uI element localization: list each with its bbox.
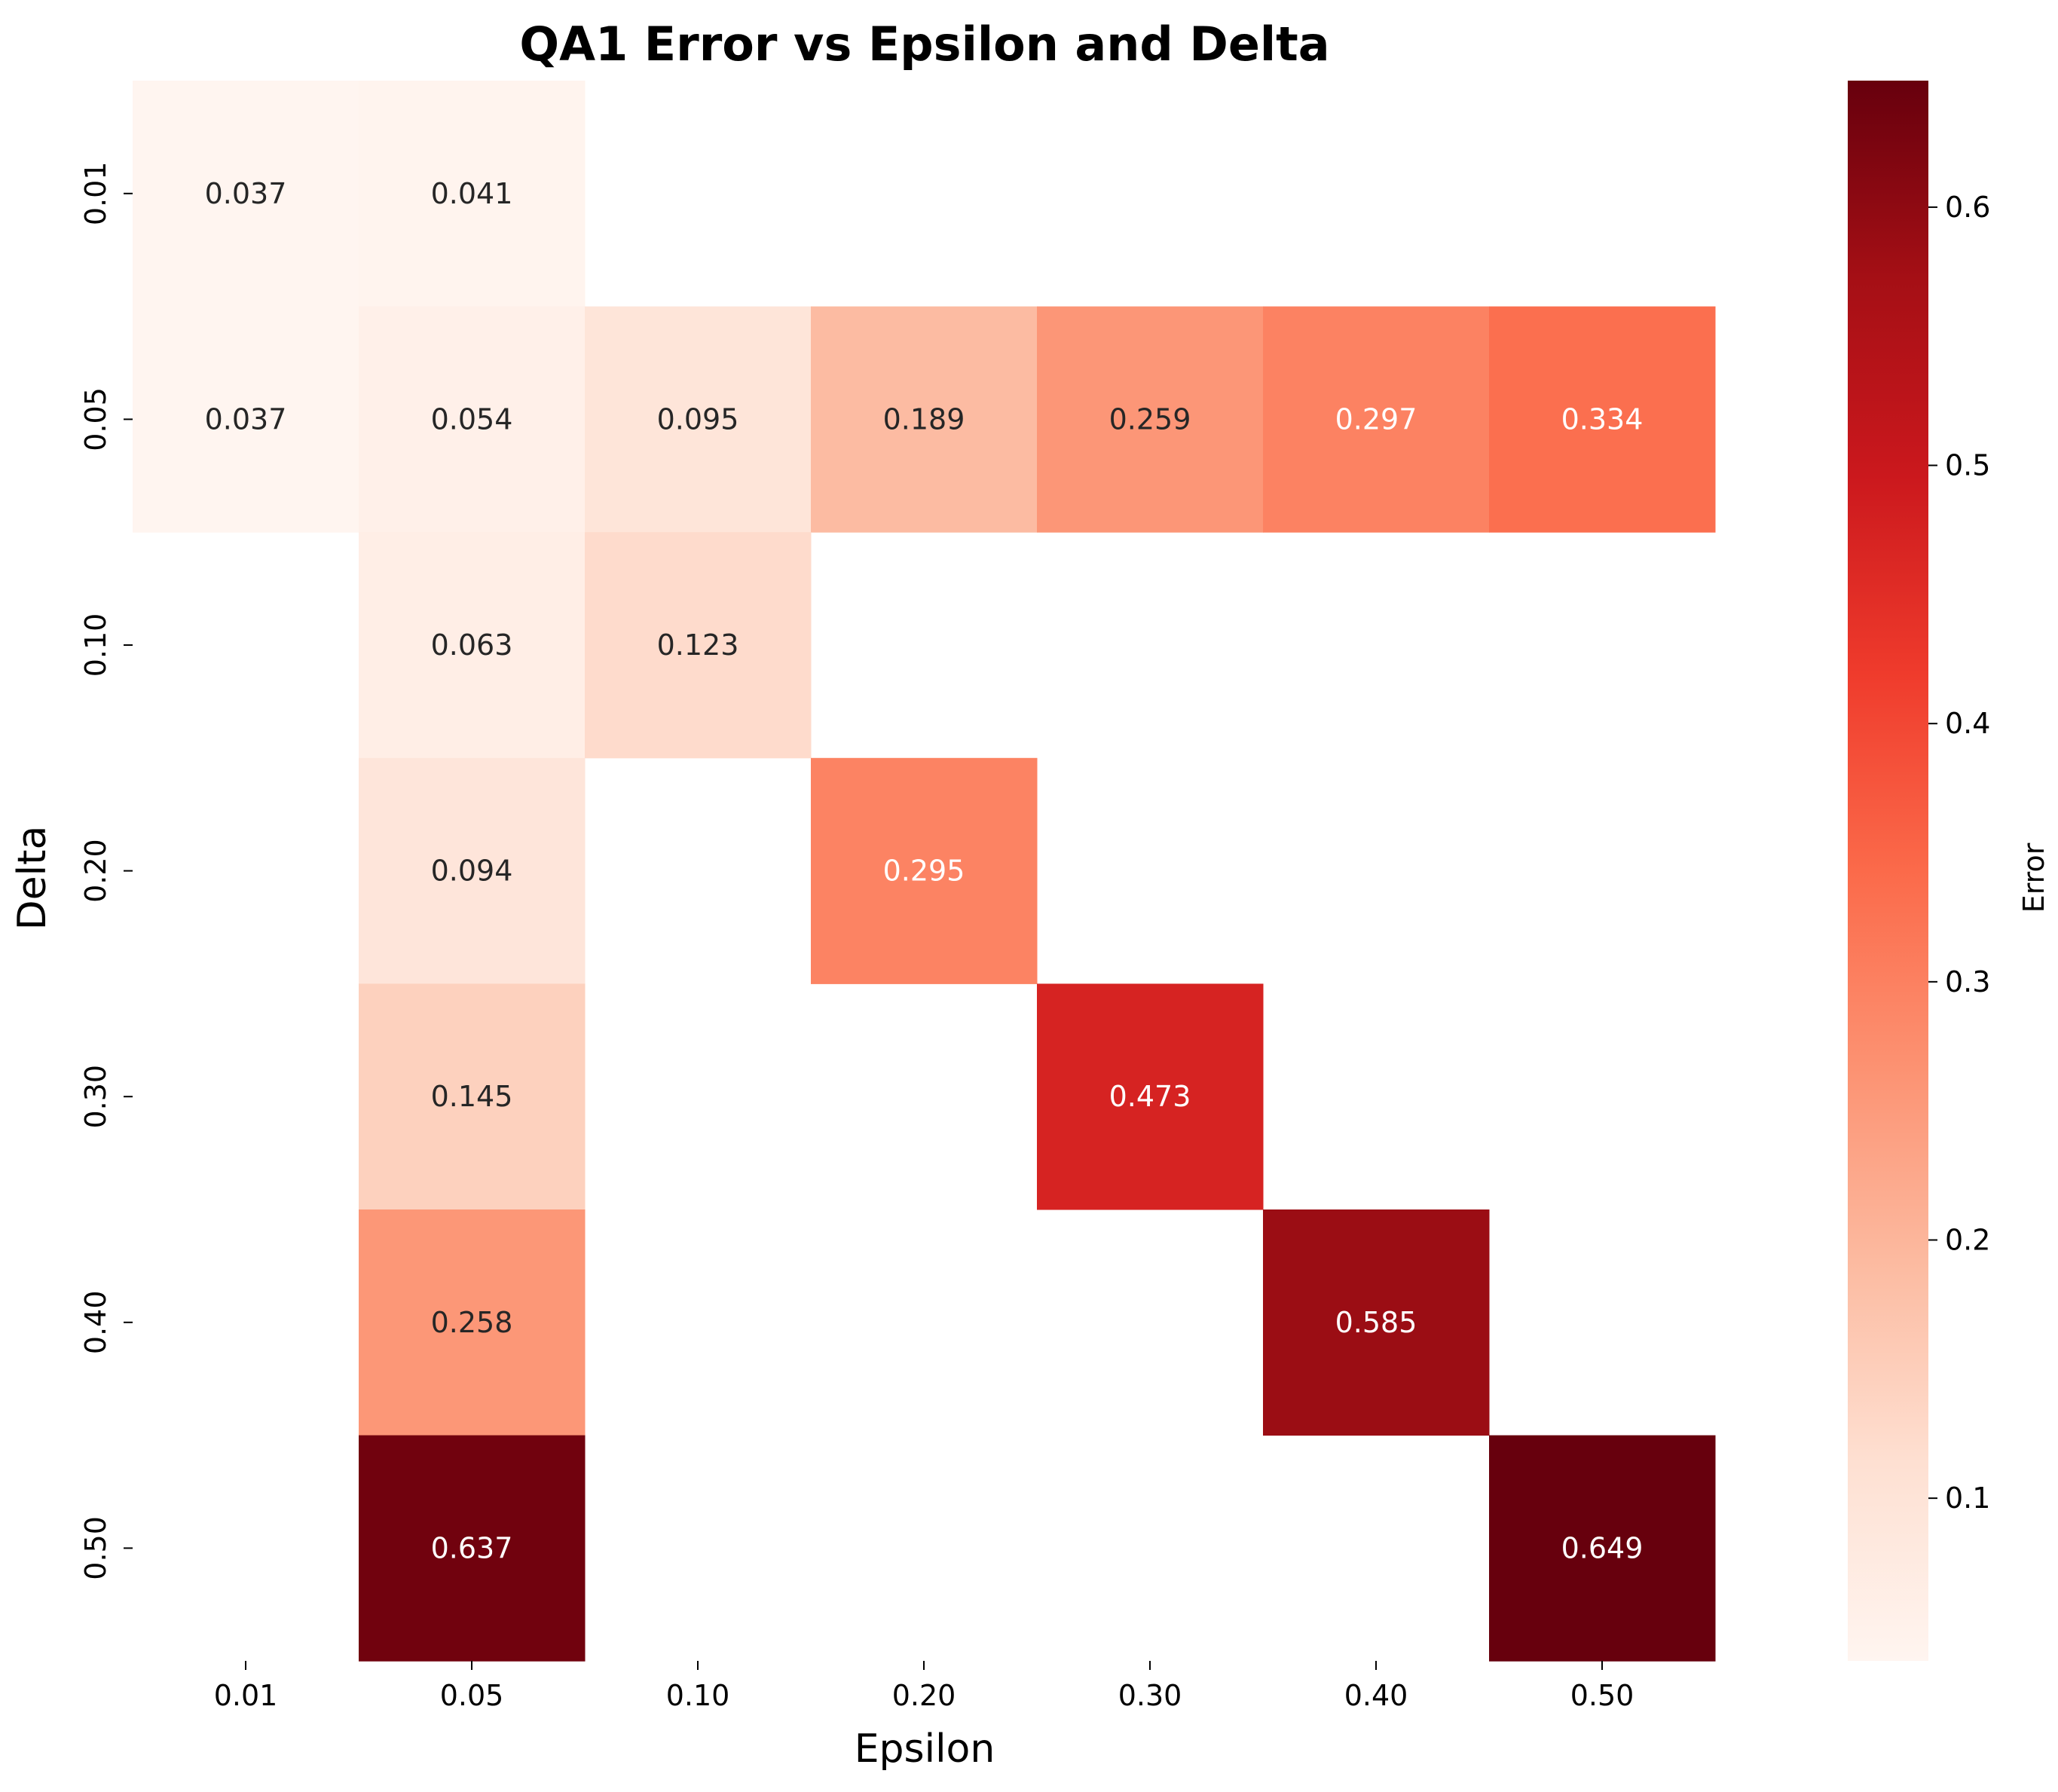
heatmap-cell <box>811 757 1038 984</box>
x-tick-label: 0.05 <box>440 1679 504 1712</box>
heatmap-cell <box>359 306 586 533</box>
heatmap-cell-label: 0.334 <box>1561 402 1644 436</box>
heatmap-cell-label: 0.295 <box>883 855 965 888</box>
x-tick-label: 0.01 <box>214 1679 278 1712</box>
heatmap-cell <box>1489 1435 1716 1662</box>
heatmap-cell-label: 0.063 <box>431 628 513 662</box>
y-tick-label: 0.10 <box>79 613 112 677</box>
y-tick-label: 0.30 <box>79 1065 112 1129</box>
heatmap-cell <box>359 1209 586 1436</box>
heatmap-cell-label: 0.258 <box>431 1306 513 1339</box>
heatmap-cell-label: 0.649 <box>1561 1531 1644 1564</box>
colorbar-label: Error <box>2017 842 2050 913</box>
heatmap-cell <box>1037 983 1264 1210</box>
heatmap-cell-label: 0.054 <box>431 402 513 436</box>
colorbar <box>1848 81 1928 1661</box>
colorbar-ticks: 0.1 0.2 0.3 0.4 0.5 0.6 <box>1928 191 1990 1515</box>
heatmap-cell-label: 0.637 <box>431 1531 513 1564</box>
y-tick-label: 0.01 <box>79 161 112 225</box>
heatmap-cell-label: 0.041 <box>431 177 513 210</box>
y-tick-label: 0.50 <box>79 1516 112 1580</box>
colorbar-tick-label: 0.5 <box>1945 449 1990 482</box>
heatmap-cell-label: 0.037 <box>205 177 287 210</box>
heatmap-cell-label: 0.189 <box>883 402 965 436</box>
x-tick-label: 0.40 <box>1344 1679 1408 1712</box>
heatmap-cell <box>1263 1209 1490 1436</box>
colorbar-tick-label: 0.2 <box>1945 1223 1990 1256</box>
y-tick-label: 0.40 <box>79 1290 112 1354</box>
heatmap-cells: 0.037 0.041 0.037 0.054 0.095 0.189 0.259 0.297… <box>133 81 1716 1662</box>
heatmap-cell <box>811 306 1038 533</box>
y-tick-label: 0.20 <box>79 839 112 903</box>
x-axis-label: Epsilon <box>855 1726 995 1772</box>
chart-title: QA1 Error vs Epsilon and Delta <box>519 17 1329 72</box>
heatmap-cell <box>585 532 812 759</box>
y-axis-ticks: 0.01 0.05 0.10 0.20 0.30 0.40 0.50 <box>79 161 133 1580</box>
x-tick-label: 0.30 <box>1118 1679 1182 1712</box>
heatmap-cell <box>1263 306 1490 533</box>
heatmap-cell <box>359 983 586 1210</box>
colorbar-tick-label: 0.6 <box>1945 191 1990 224</box>
heatmap-cell-label: 0.585 <box>1335 1306 1417 1339</box>
heatmap-cell-label: 0.297 <box>1335 402 1417 436</box>
heatmap-cell <box>133 306 359 533</box>
x-tick-label: 0.10 <box>666 1679 730 1712</box>
heatmap-cell <box>585 306 812 533</box>
y-axis-label: Delta <box>10 826 55 931</box>
heatmap-cell <box>359 81 586 307</box>
heatmap-cell <box>359 1435 586 1662</box>
colorbar-tick-label: 0.3 <box>1945 965 1990 998</box>
heatmap-cell <box>359 532 586 759</box>
heatmap-cell-label: 0.473 <box>1109 1080 1191 1113</box>
heatmap-cell-label: 0.094 <box>431 855 513 888</box>
heatmap-cell <box>1489 306 1716 533</box>
x-axis-ticks: 0.01 0.05 0.10 0.20 0.30 0.40 0.50 <box>214 1661 1634 1712</box>
heatmap-cell-label: 0.037 <box>205 402 287 436</box>
heatmap-cell-label: 0.145 <box>431 1080 513 1113</box>
colorbar-tick-label: 0.4 <box>1945 707 1990 740</box>
heatmap-cell <box>1037 306 1264 533</box>
heatmap-cell <box>133 81 359 307</box>
x-tick-label: 0.20 <box>892 1679 956 1712</box>
colorbar-tick-label: 0.1 <box>1945 1482 1990 1515</box>
x-tick-label: 0.50 <box>1570 1679 1634 1712</box>
heatmap-cell-label: 0.259 <box>1109 402 1191 436</box>
heatmap-cell-label: 0.095 <box>657 402 739 436</box>
heatmap-cell <box>359 757 586 984</box>
heatmap-cell-label: 0.123 <box>657 628 739 662</box>
y-tick-label: 0.05 <box>79 387 112 451</box>
